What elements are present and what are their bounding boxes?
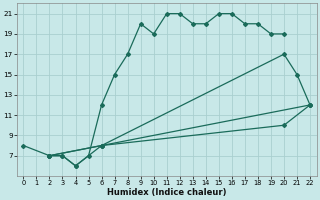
X-axis label: Humidex (Indice chaleur): Humidex (Indice chaleur) <box>107 188 227 197</box>
